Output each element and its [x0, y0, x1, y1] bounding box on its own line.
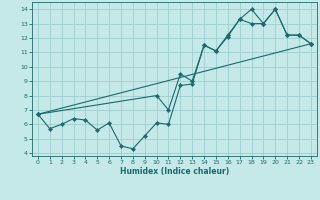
X-axis label: Humidex (Indice chaleur): Humidex (Indice chaleur) [120, 167, 229, 176]
